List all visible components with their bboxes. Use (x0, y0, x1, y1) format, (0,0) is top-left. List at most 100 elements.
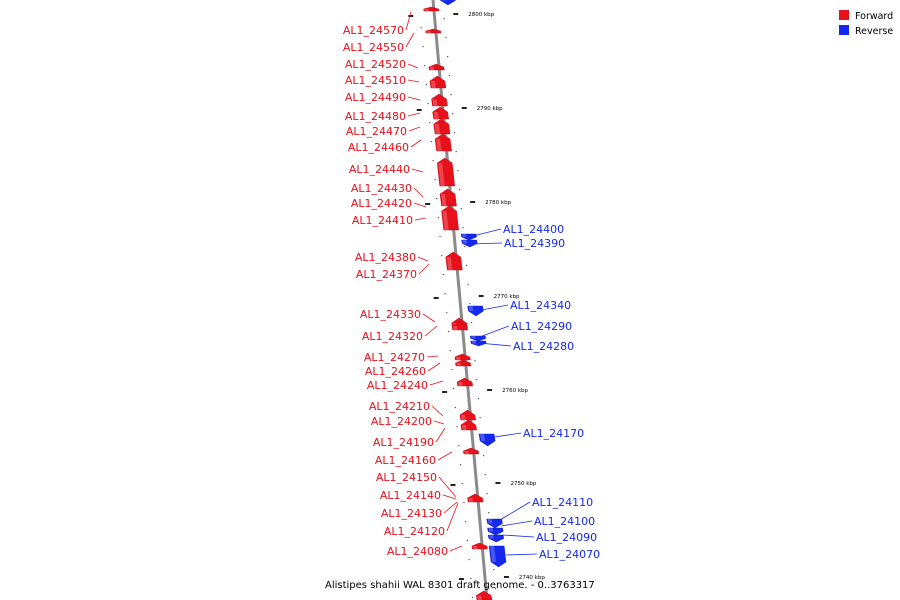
reverse-gene-shape (467, 305, 484, 317)
gene-label: AL1_24100 (534, 515, 595, 528)
reverse-gene-shape (486, 518, 503, 529)
scale-tick-label: 2790 kbp (477, 106, 503, 112)
minor-tick (449, 350, 451, 352)
legend-label-reverse: Reverse (855, 26, 893, 37)
gene-highlight (434, 124, 441, 134)
scale-tick-label: 2760 kbp (502, 388, 528, 394)
gene-highlight (430, 81, 436, 88)
minor-tick (443, 18, 445, 20)
gene-leader-line (405, 32, 415, 48)
scale-tick (450, 484, 456, 486)
scale-tick (470, 201, 476, 203)
gene-highlight (471, 341, 477, 344)
minor-tick (446, 312, 448, 314)
minor-tick (486, 493, 488, 495)
minor-tick (437, 217, 439, 219)
gene-leader-line (417, 256, 429, 262)
minor-tick (458, 445, 460, 447)
minor-tick (457, 170, 459, 172)
gene-highlight (442, 211, 449, 230)
gene-leader-line (433, 420, 445, 425)
gene-highlight (462, 240, 468, 244)
gene-label: AL1_24330 (360, 308, 421, 321)
minor-tick (439, 236, 441, 238)
gene-leader-line (405, 11, 412, 31)
gene-leader-line (413, 202, 427, 208)
forward-gene-shape (431, 93, 448, 107)
minor-tick (482, 455, 485, 457)
gene-label: AL1_24420 (351, 197, 412, 210)
gene-highlight (477, 595, 482, 600)
minor-tick (425, 84, 427, 86)
scale-tick (478, 295, 484, 297)
reverse-gene-shape (478, 433, 496, 447)
gene-label: AL1_24270 (364, 351, 425, 364)
gene-label: AL1_24130 (381, 507, 442, 520)
gene-label: AL1_24470 (346, 125, 407, 138)
minor-tick (424, 65, 426, 67)
gene-highlight (464, 451, 469, 454)
minor-tick (430, 141, 433, 143)
gene-highlight (432, 99, 438, 106)
gene-label: AL1_24090 (536, 531, 597, 544)
minor-tick (467, 284, 469, 286)
gene-leader-line (500, 520, 533, 527)
forward-gene-shape (456, 377, 473, 387)
gene-label: AL1_24520 (345, 58, 406, 71)
gene-features (423, 0, 507, 600)
gene-label: AL1_24490 (345, 91, 406, 104)
gene-leader-line (476, 325, 510, 339)
minor-tick (463, 502, 465, 504)
scale-tick (503, 576, 509, 578)
minor-tick (427, 103, 429, 105)
gene-leader-line (431, 405, 444, 417)
gene-highlight (436, 139, 442, 151)
minor-tick (470, 578, 472, 580)
scale-tick (408, 15, 414, 17)
minor-tick (465, 265, 468, 267)
gene-highlight (446, 257, 453, 270)
minor-tick (454, 407, 457, 409)
reverse-gene-shape (440, 0, 456, 6)
gene-leader-line (442, 494, 457, 500)
minor-tick (453, 132, 456, 134)
minor-tick (442, 274, 445, 276)
gene-label: AL1_24280 (513, 340, 574, 353)
gene-highlight (460, 415, 466, 420)
gene-leader-line (487, 432, 522, 439)
minor-tick (470, 322, 473, 324)
gene-leader-line (435, 427, 446, 443)
gene-highlight (455, 357, 461, 360)
minor-tick (448, 75, 450, 77)
reverse-gene-shape (470, 340, 487, 347)
gene-label: AL1_24430 (351, 182, 412, 195)
gene-label: AL1_24480 (345, 110, 406, 123)
forward-gene-shape (471, 542, 488, 550)
minor-tick (488, 512, 490, 514)
minor-tick (447, 56, 449, 58)
minor-tick (455, 151, 457, 153)
gene-highlight (468, 498, 474, 502)
gene-leader-line (411, 168, 424, 173)
minor-tick (484, 474, 486, 476)
gene-leader-line (446, 502, 459, 532)
forward-gene-shape (423, 6, 440, 12)
scale-tick (433, 297, 439, 299)
gene-label: AL1_24550 (343, 41, 404, 54)
minor-tick (494, 588, 497, 590)
scale-tick (416, 109, 422, 111)
scale-tick-label: 2740 kbp (519, 575, 545, 581)
minor-tick (460, 208, 462, 210)
gene-label: AL1_24400 (503, 223, 564, 236)
gene-highlight (458, 382, 463, 386)
gene-label: AL1_24070 (539, 548, 600, 561)
gene-highlight (462, 234, 467, 237)
minor-tick (469, 303, 471, 305)
gene-leader-line (424, 325, 438, 337)
minor-tick (436, 198, 438, 200)
gene-leader-line (413, 187, 424, 198)
gene-label: AL1_24570 (343, 24, 404, 37)
legend: Forward Reverse (839, 10, 893, 37)
gene-highlight (441, 0, 446, 1)
gene-leader-line (407, 79, 420, 83)
